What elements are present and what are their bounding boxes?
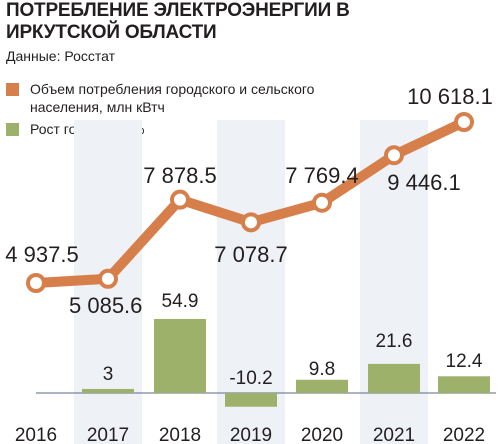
x-tick-label-2021: 2021 xyxy=(373,425,415,444)
bar-2019 xyxy=(225,393,277,407)
line-label-2018: 7 878.5 xyxy=(143,163,216,188)
column-band-2019 xyxy=(217,120,285,444)
point-2021 xyxy=(384,145,404,166)
x-tick-label-2022: 2022 xyxy=(443,425,485,444)
bar-label-2019: -10.2 xyxy=(229,368,272,389)
legend-label-consumption: Объем потребления городского и сельского… xyxy=(30,81,315,115)
legend-swatch-bar xyxy=(6,123,19,136)
bar-label-2020: 9.8 xyxy=(309,359,335,380)
bar-2020 xyxy=(296,379,348,393)
point-2022 xyxy=(454,112,474,132)
point-2016 xyxy=(26,273,46,293)
point-2017 xyxy=(98,268,118,289)
bar-2021 xyxy=(368,363,420,393)
line-label-2016: 4 937.5 xyxy=(5,242,78,267)
line-label-2017: 5 085.6 xyxy=(69,293,142,318)
bar-label-2018: 54.9 xyxy=(162,291,199,312)
point-2020 xyxy=(312,192,332,213)
x-tick-label-2016: 2016 xyxy=(15,425,57,444)
legend-item-consumption: Объем потребления городского и сельского… xyxy=(6,80,360,116)
x-tick-label-2019: 2019 xyxy=(230,425,272,444)
line-label-2022: 10 618.1 xyxy=(407,84,493,109)
x-tick-label-2020: 2020 xyxy=(301,425,343,444)
line-label-2019: 7 078.7 xyxy=(214,242,287,267)
line-label-2021: 9 446.1 xyxy=(387,170,460,195)
x-tick-label-2017: 2017 xyxy=(87,425,129,444)
bar-label-2017: 3 xyxy=(103,364,114,385)
x-tick-label-2018: 2018 xyxy=(159,425,201,444)
bar-2017 xyxy=(82,388,134,393)
point-2019 xyxy=(241,212,261,233)
bar-label-2021: 21.6 xyxy=(376,331,413,352)
bar-2022 xyxy=(438,376,490,393)
chart-title: ПОТРЕБЛЕНИЕ ЭЛЕКТРОЭНЕРГИИ В ИРКУТСКОЙ О… xyxy=(6,0,350,43)
bar-2018 xyxy=(154,319,206,393)
line-label-2020: 7 769.4 xyxy=(285,163,358,188)
source-note: Данные: Росстат xyxy=(6,48,116,64)
bar-label-2022: 12.4 xyxy=(446,351,483,372)
point-2018 xyxy=(170,189,190,210)
legend-swatch-line xyxy=(6,83,19,96)
